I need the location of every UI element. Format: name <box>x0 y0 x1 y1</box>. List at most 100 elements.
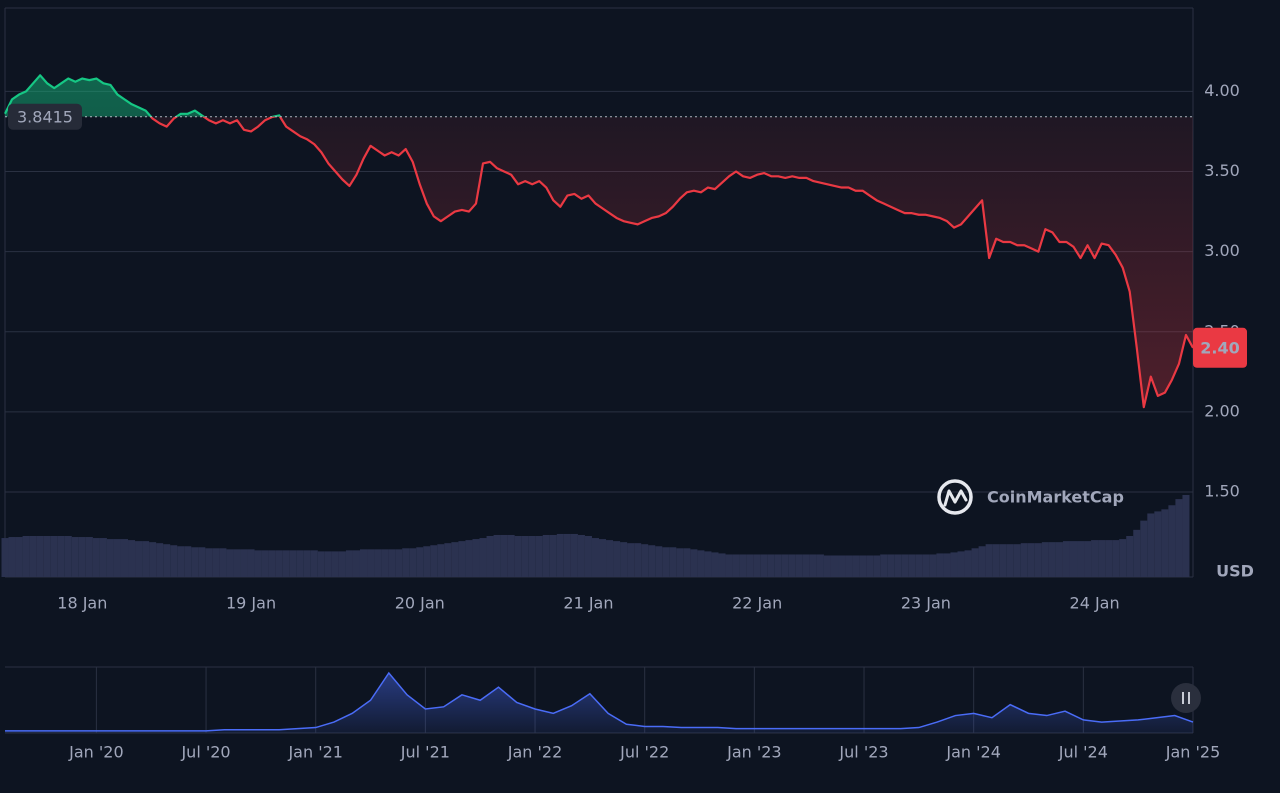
volume-bar <box>859 555 867 577</box>
x-tick-label: Jul '22 <box>619 743 669 762</box>
volume-bar <box>606 540 614 577</box>
volume-bar <box>113 539 121 577</box>
volume-bar <box>753 554 761 577</box>
volume-bar <box>1098 540 1106 577</box>
volume-bar <box>1084 541 1092 577</box>
volume-bar <box>156 543 164 577</box>
volume-bar <box>1020 543 1028 577</box>
volume-bar <box>690 549 698 577</box>
volume-bar <box>866 555 874 577</box>
volume-bar <box>697 550 705 577</box>
volume-bar <box>894 554 902 577</box>
volume-bar <box>816 554 824 577</box>
x-tick-label: Jan '22 <box>507 743 563 762</box>
volume-bar <box>887 554 895 577</box>
volume-bar <box>971 548 979 577</box>
y-tick-label: 1.50 <box>1204 482 1240 501</box>
volume-bar <box>542 534 550 577</box>
navigator: Jan '20 Jul '20 Jan '21 Jul '21 Jan '22 Jul '… <box>5 666 1220 762</box>
watermark-logo <box>943 489 968 507</box>
volume-bar <box>767 554 775 577</box>
volume-bar <box>472 539 480 577</box>
volume-bar <box>1154 511 1162 577</box>
volume-bar <box>36 536 44 577</box>
volume-bar <box>683 548 691 577</box>
pause-button[interactable] <box>1171 683 1201 713</box>
x-tick-label: 18 Jan <box>57 594 107 613</box>
volume-bar <box>437 544 445 577</box>
unit-label: USD <box>1216 562 1254 581</box>
volume-bar <box>247 549 255 577</box>
volume-bar <box>423 546 431 577</box>
volume-bar <box>352 550 360 577</box>
volume-bar <box>830 555 839 577</box>
x-tick-label: 21 Jan <box>563 594 613 613</box>
volume-bar <box>135 541 143 577</box>
volume-bar <box>957 551 965 577</box>
volume-bar <box>704 551 712 577</box>
volume-bar <box>64 536 72 577</box>
volume-bar <box>71 537 79 577</box>
volume-bar <box>852 555 860 577</box>
volume-bar <box>282 550 290 577</box>
volume-bar <box>1077 541 1085 577</box>
volume-bar <box>711 552 719 577</box>
volume-bar <box>465 540 473 577</box>
volume-bar <box>999 544 1007 577</box>
volume-bar <box>1055 542 1063 577</box>
price-layer <box>4 74 1194 409</box>
volume-bar <box>1006 544 1014 577</box>
pause-background[interactable] <box>1171 683 1201 713</box>
volume-bar <box>205 548 213 577</box>
volume-bar <box>746 554 754 577</box>
volume-bar <box>978 546 986 577</box>
volume-bar <box>873 555 881 577</box>
volume-bar <box>655 546 663 577</box>
x-tick-label: Jul '23 <box>838 743 888 762</box>
x-tick-label: 22 Jan <box>732 594 782 613</box>
volume-bar <box>992 544 1000 577</box>
x-tick-label: Jan '20 <box>68 743 124 762</box>
volume-bar <box>676 548 684 577</box>
volume-bar <box>1062 541 1070 577</box>
volume-bar <box>662 547 670 577</box>
volume-bar <box>908 554 916 577</box>
volume-bar <box>43 536 51 577</box>
volume-bar <box>1091 540 1099 577</box>
volume-bar <box>92 538 100 577</box>
current-label: 2.40 <box>1200 338 1239 357</box>
volume-bar <box>725 554 733 577</box>
volume-bar <box>99 538 107 577</box>
volume-bar <box>535 536 543 577</box>
volume-bar <box>514 536 522 577</box>
volume-bar <box>802 554 810 577</box>
volume-bar <box>627 543 635 577</box>
volume-bar <box>149 542 157 577</box>
volume-bar <box>240 549 248 577</box>
volume-bar <box>317 551 325 577</box>
volume-bar <box>936 553 944 577</box>
volume-bar <box>880 554 888 577</box>
volume-bar <box>760 554 768 577</box>
volume-bar <box>381 549 389 577</box>
volume-bar <box>556 533 564 577</box>
volume-bar <box>184 546 192 577</box>
y-tick-label: 3.50 <box>1204 161 1240 180</box>
y-tick-label: 2.00 <box>1204 401 1240 420</box>
volume-bar <box>1069 541 1078 577</box>
volume-bar <box>915 554 923 577</box>
volume-bar <box>1161 509 1169 577</box>
volume-bar <box>8 537 16 577</box>
volume-bar <box>528 536 536 577</box>
volume-bar <box>22 536 30 577</box>
volume-bar <box>507 534 515 577</box>
price-line-down <box>149 116 1194 409</box>
volume-bar <box>85 537 93 577</box>
volume-bar <box>1168 505 1176 577</box>
volume-bar <box>493 534 501 577</box>
pause-icon <box>1188 692 1190 704</box>
volume-bar <box>591 538 599 577</box>
volume-bar <box>177 546 185 577</box>
volume-bar <box>486 536 494 577</box>
volume-bar <box>1034 543 1042 577</box>
